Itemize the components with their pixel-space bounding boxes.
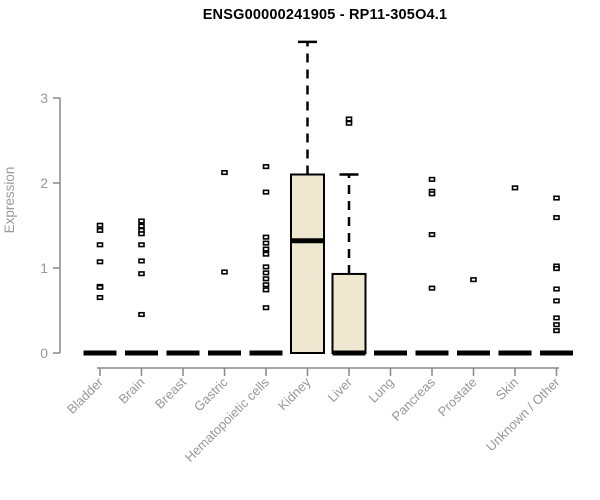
outlier-point <box>96 222 104 228</box>
outlier-point <box>553 266 560 272</box>
outlier-point <box>262 282 270 288</box>
outlier-point <box>221 269 228 275</box>
outlier-point <box>262 164 270 170</box>
outlier-point <box>96 284 104 290</box>
outlier-point <box>138 218 145 224</box>
chart-title: ENSG00000241905 - RP11-305O4.1 <box>202 7 448 23</box>
outlier-point <box>553 195 560 201</box>
outlier-point <box>345 116 353 122</box>
outlier-point <box>428 176 436 182</box>
outlier-point <box>138 271 145 277</box>
outlier-point <box>96 227 104 233</box>
outlier-point <box>262 305 270 311</box>
y-axis-tick-label: 2 <box>40 175 48 191</box>
outlier-point <box>262 264 270 270</box>
outlier-point <box>138 242 145 248</box>
x-axis-category-label: Gastric <box>191 374 231 414</box>
outlier-point <box>511 185 519 191</box>
outlier-point <box>221 170 228 176</box>
y-axis-tick-label: 3 <box>40 90 48 106</box>
x-axis-category-label: Lung <box>366 375 397 406</box>
x-axis-category-label: Skin <box>493 375 521 403</box>
outlier-point <box>262 270 270 276</box>
x-axis-category-label: Brain <box>116 375 148 407</box>
outlier-point <box>262 246 270 252</box>
y-axis-tick-label: 1 <box>40 260 48 276</box>
x-axis-category-label: Kidney <box>275 374 314 413</box>
outlier-point <box>96 294 104 301</box>
outlier-point <box>96 259 104 265</box>
outlier-point <box>553 328 560 334</box>
box-iqr <box>331 272 367 355</box>
outlier-point <box>262 240 270 246</box>
x-axis-category-label: Unknown / Other <box>483 374 563 454</box>
outlier-point <box>553 215 560 221</box>
outlier-point <box>553 298 560 304</box>
outlier-point <box>262 276 270 282</box>
x-axis-category-label: Pancreas <box>389 374 439 424</box>
outlier-point <box>428 232 436 238</box>
outlier-point <box>428 191 436 197</box>
outlier-point <box>262 189 270 195</box>
outlier-point <box>345 120 353 126</box>
outlier-point <box>470 277 477 283</box>
outlier-point <box>138 311 145 318</box>
outlier-point <box>553 315 560 321</box>
outlier-point <box>553 322 560 328</box>
outlier-point <box>138 231 145 237</box>
x-axis-category-label: Breast <box>152 374 189 411</box>
x-axis-category-label: Liver <box>325 374 356 405</box>
outlier-point <box>262 234 270 240</box>
y-axis-tick-label: 0 <box>40 345 48 361</box>
outlier-point <box>262 287 270 293</box>
box-iqr <box>290 173 325 354</box>
x-axis-category-label: Bladder <box>64 374 107 417</box>
outlier-point <box>138 258 145 264</box>
outlier-point <box>262 251 270 257</box>
outlier-point <box>138 223 145 229</box>
outlier-point <box>96 242 104 248</box>
y-axis-title: Expression <box>2 167 17 234</box>
outlier-point <box>428 285 436 291</box>
x-axis-category-label: Prostate <box>435 375 480 420</box>
outlier-point <box>553 286 560 292</box>
